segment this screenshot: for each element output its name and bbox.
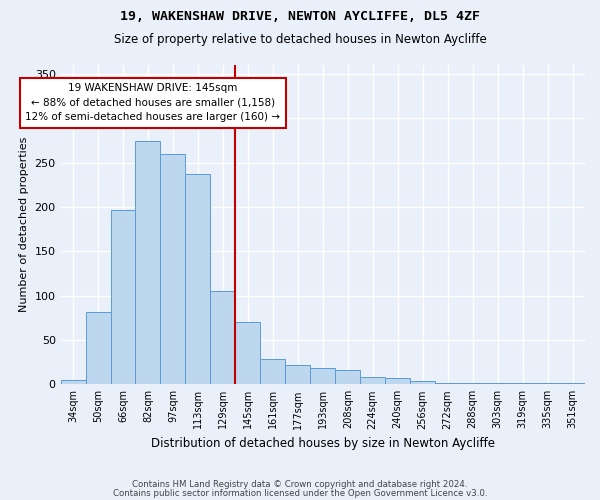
Bar [211,291,235,384]
Bar [185,174,211,384]
Text: 19 WAKENSHAW DRIVE: 145sqm
← 88% of detached houses are smaller (1,158)
12% of s: 19 WAKENSHAW DRIVE: 145sqm ← 88% of deta… [25,82,280,122]
Text: Contains public sector information licensed under the Open Government Licence v3: Contains public sector information licen… [113,490,487,498]
Bar [110,210,136,384]
Bar [61,380,86,384]
Bar [360,377,385,384]
Bar [86,312,110,384]
Bar [310,368,335,384]
Bar [160,154,185,384]
Text: Contains HM Land Registry data © Crown copyright and database right 2024.: Contains HM Land Registry data © Crown c… [132,480,468,489]
Bar [136,142,160,384]
X-axis label: Distribution of detached houses by size in Newton Aycliffe: Distribution of detached houses by size … [151,437,495,450]
Bar [435,382,460,384]
Y-axis label: Number of detached properties: Number of detached properties [19,137,29,312]
Bar [410,381,435,384]
Bar [260,360,286,384]
Bar [335,370,360,384]
Text: 19, WAKENSHAW DRIVE, NEWTON AYCLIFFE, DL5 4ZF: 19, WAKENSHAW DRIVE, NEWTON AYCLIFFE, DL… [120,10,480,23]
Text: Size of property relative to detached houses in Newton Aycliffe: Size of property relative to detached ho… [113,32,487,46]
Bar [235,322,260,384]
Bar [286,365,310,384]
Bar [385,378,410,384]
